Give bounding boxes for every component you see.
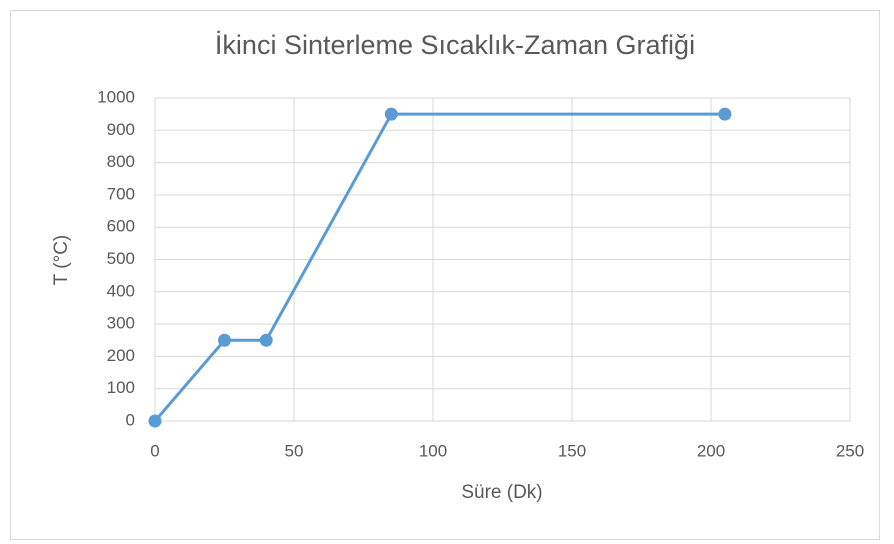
chart-title: İkinci Sinterleme Sıcaklık-Zaman Grafiği (215, 29, 695, 60)
y-tick-label: 0 (126, 410, 135, 429)
y-axis-label: T (°C) (51, 235, 72, 286)
y-tick-label: 600 (107, 217, 135, 236)
y-tick-label: 300 (107, 314, 135, 333)
y-tick-label: 800 (107, 152, 135, 171)
y-tick-label: 1000 (97, 87, 135, 106)
x-tick-label: 100 (419, 441, 447, 460)
x-tick-label: 0 (150, 441, 159, 460)
y-tick-label: 900 (107, 120, 135, 139)
x-tick-label: 150 (558, 441, 586, 460)
y-tick-label: 500 (107, 249, 135, 268)
x-axis-label: Süre (Dk) (461, 482, 542, 503)
y-tick-label: 400 (107, 281, 135, 300)
y-tick-label: 200 (107, 346, 135, 365)
x-tick-label: 250 (836, 441, 864, 460)
data-point (259, 333, 273, 347)
data-point (384, 107, 398, 121)
x-tick-label: 200 (697, 441, 725, 460)
x-tick-label: 50 (285, 441, 304, 460)
y-tick-label: 700 (107, 184, 135, 203)
data-point (148, 414, 162, 428)
data-point (218, 333, 231, 347)
data-point (718, 107, 732, 121)
y-tick-label: 100 (107, 378, 135, 397)
